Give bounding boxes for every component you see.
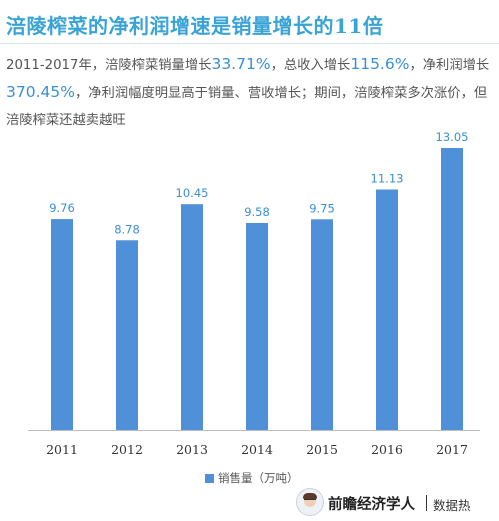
profit-growth-highlight: 370.45% [6, 83, 75, 101]
sales-growth-highlight: 33.71% [211, 55, 271, 73]
description-text: ，总收入增长 [270, 58, 351, 73]
avatar [296, 488, 324, 516]
x-tick-label-2011: 2011 [46, 442, 78, 457]
description-text: ，净利润增长 [409, 58, 490, 73]
header: 涪陵榨菜的净利润增速是销量增长的11倍 [0, 0, 499, 43]
bar-2014 [246, 222, 268, 430]
brand-subtitle: 数据热 [433, 498, 471, 513]
data-label-2017: 13.05 [436, 130, 469, 144]
legend-label: 销售量（万吨） [218, 471, 299, 485]
data-label-2015: 9.75 [309, 201, 335, 215]
avatar-hair [303, 493, 317, 499]
data-label-2016: 11.13 [371, 171, 404, 185]
data-label-2014: 9.58 [244, 205, 270, 219]
x-tick-label-2014: 2014 [241, 442, 273, 457]
x-tick-label-2015: 2015 [306, 442, 338, 457]
legend-swatch [205, 474, 214, 483]
bar-2012 [116, 240, 138, 430]
description-text: 2011-2017年，涪陵榨菜销量增长 [6, 58, 212, 73]
data-label-2011: 9.76 [49, 201, 75, 215]
data-label-2013: 10.45 [176, 186, 209, 200]
page-title: 涪陵榨菜的净利润增速是销量增长的11倍 [6, 14, 384, 38]
bar-2017 [441, 148, 463, 430]
avatar-glasses-icon [304, 499, 316, 503]
x-tick-label-2013: 2013 [176, 442, 208, 457]
bar-2013 [181, 204, 203, 430]
x-tick-label-2017: 2017 [436, 442, 468, 457]
description: 2011-2017年，涪陵榨菜销量增长33.71%，总收入增长115.6%，净利… [6, 51, 494, 134]
header-divider [0, 43, 499, 44]
bar-2011 [51, 219, 73, 430]
x-tick-label-2012: 2012 [111, 442, 143, 457]
bar-2015 [311, 219, 333, 430]
brand-divider [426, 495, 427, 511]
data-label-2012: 8.78 [114, 222, 140, 236]
description-text: ，净利润幅度明显高于销量、营收增长；期间，涪陵榨菜多次涨价，但涪陵榨菜还越卖越旺 [6, 86, 488, 128]
revenue-growth-highlight: 115.6% [350, 55, 410, 73]
bar-2016 [376, 189, 398, 430]
x-tick-label-2016: 2016 [371, 442, 403, 457]
legend: 销售量（万吨） [205, 470, 299, 486]
brand-name: 前瞻经济学人 [328, 497, 415, 513]
